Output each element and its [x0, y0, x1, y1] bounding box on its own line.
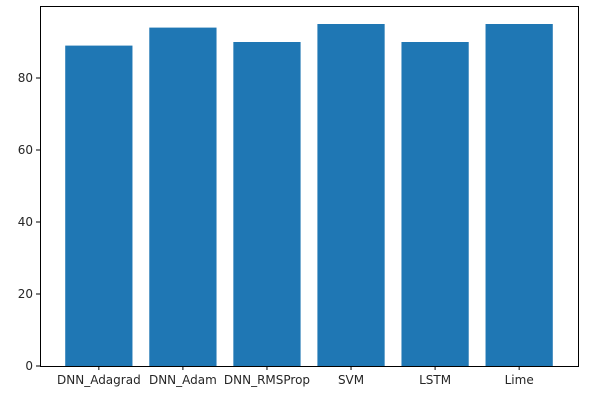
- y-tick-label: 80: [18, 71, 33, 85]
- y-axis-ticks: 0 20 40 60 80: [18, 71, 40, 373]
- x-tick-label: DNN_Adam: [149, 373, 217, 387]
- x-tick-label: Lime: [505, 373, 534, 387]
- x-axis-ticks: DNN_Adagrad DNN_Adam DNN_RMSProp SVM LSTM Lim…: [57, 366, 534, 387]
- plot-frame: [40, 6, 579, 367]
- y-tick-label: 60: [18, 143, 33, 157]
- x-tick-label: DNN_RMSProp: [224, 373, 310, 387]
- bar-lime: [485, 24, 553, 366]
- x-tick-label: DNN_Adagrad: [57, 373, 141, 387]
- x-tick-label: SVM: [338, 373, 364, 387]
- y-tick-label: 40: [18, 215, 33, 229]
- bar-svm: [317, 24, 385, 366]
- bar-dnn-adam: [149, 27, 217, 366]
- y-tick-label: 0: [25, 359, 33, 373]
- bar-dnn-rmsprop: [233, 42, 301, 366]
- y-tick-label: 20: [18, 287, 33, 301]
- bar-lstm: [401, 42, 469, 366]
- bar-dnn-adagrad: [65, 45, 133, 366]
- bars-group: [65, 24, 553, 366]
- x-tick-label: LSTM: [419, 373, 451, 387]
